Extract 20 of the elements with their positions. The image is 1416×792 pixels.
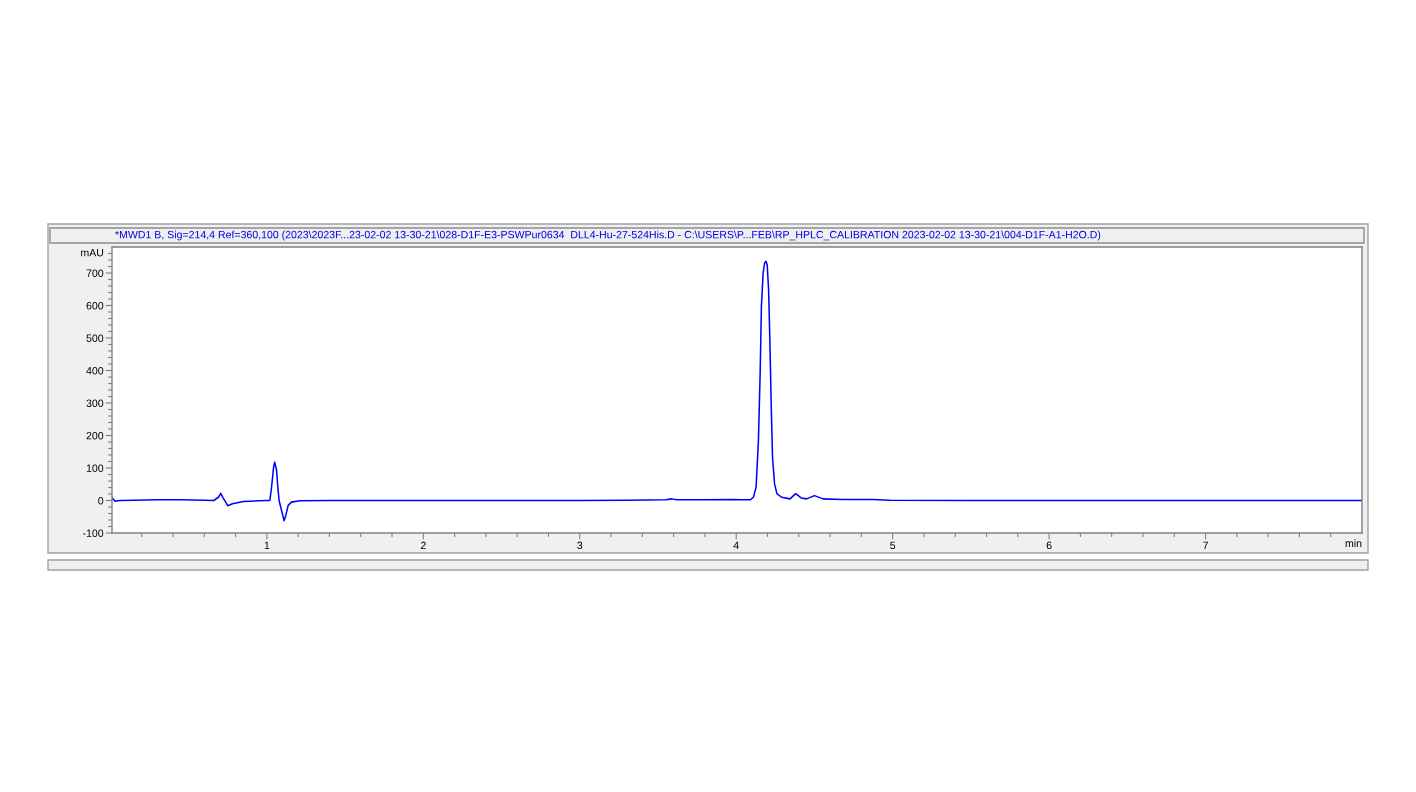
y-tick-label: 500 (86, 334, 104, 342)
y-tick-label: -100 (83, 529, 104, 537)
y-tick-label: 100 (86, 464, 104, 472)
x-tick-label: 7 (1203, 541, 1208, 549)
y-tick-label: 400 (86, 366, 104, 375)
y-tick-label: 700 (86, 269, 104, 277)
chart-title: *MWD1 B, Sig=214,4 Ref=360,100 (2023\2023F...23-02-02 13-30-21\028-D1F-E3-PSWPur0634 DLL4-Hu-27-524His.D - C:\USERS\P...FEB\RP_HPLC_CALIBRATION 2023-02-02 13-30-21\004-D1F-A1-H2O.D) (115, 230, 1101, 241)
x-tick-label: 3 (577, 541, 583, 550)
x-axis-title: min (1345, 539, 1362, 547)
x-tick-label: 5 (890, 541, 896, 550)
y-tick-label: 200 (86, 431, 104, 440)
line-series (112, 260, 1362, 522)
y-tick-label: 600 (86, 301, 104, 310)
x-tick-label: 2 (420, 541, 426, 549)
y-tick-label: 0 (98, 496, 104, 505)
x-tick-label: 4 (733, 541, 739, 549)
x-tick-label: 1 (264, 541, 270, 549)
y-axis-title: mAU (81, 249, 104, 257)
x-tick-label: 6 (1046, 541, 1052, 550)
y-tick-label: 300 (86, 399, 104, 407)
